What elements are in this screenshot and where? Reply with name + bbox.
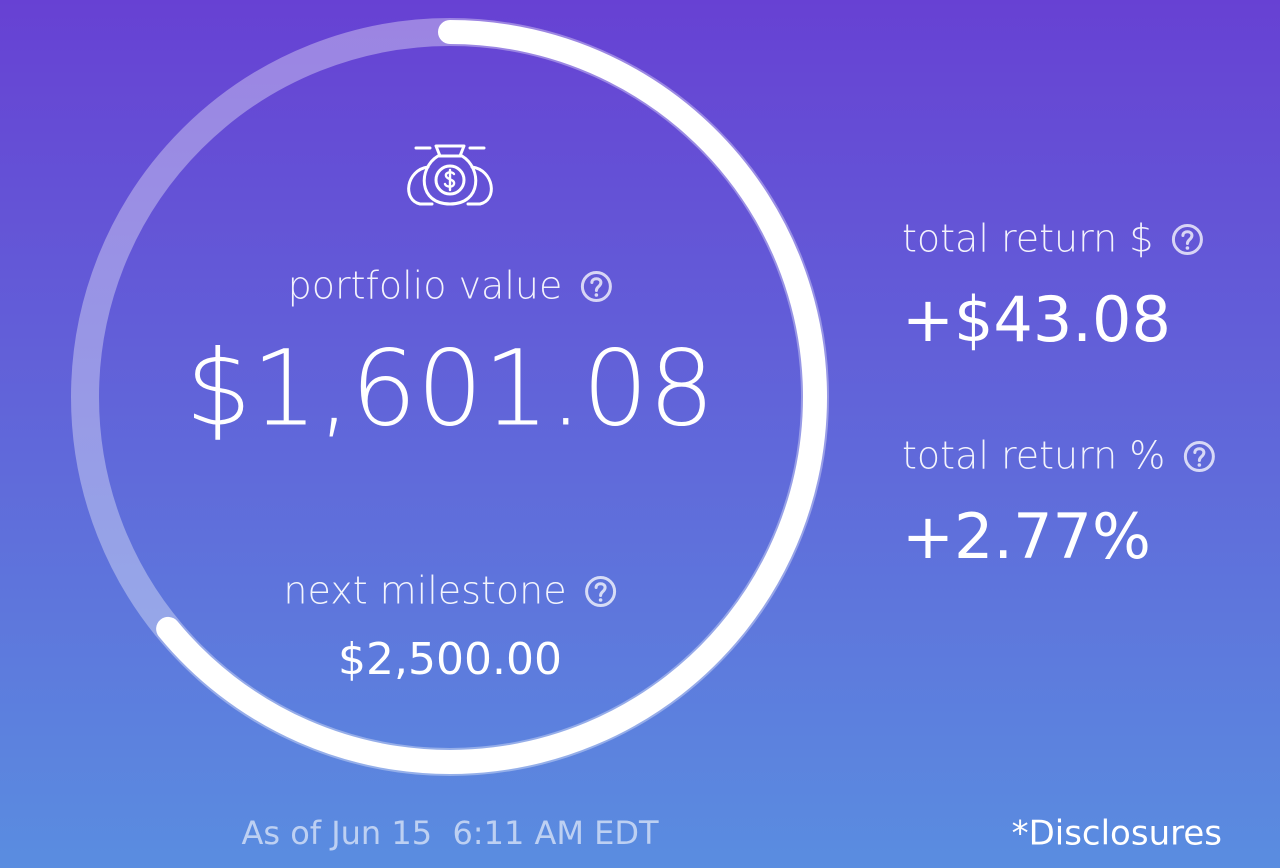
help-icon-dot bbox=[594, 293, 599, 297]
help-icon[interactable] bbox=[580, 271, 612, 302]
help-icon-glyph bbox=[590, 277, 603, 292]
disclosures-link[interactable]: *Disclosures bbox=[1012, 814, 1222, 854]
total-return-percent-value: +2.77% bbox=[902, 500, 1151, 573]
help-icon-glyph bbox=[1181, 230, 1194, 245]
help-icon-glyph bbox=[1193, 447, 1206, 462]
help-icon[interactable] bbox=[1171, 224, 1203, 255]
timestamp: As of Jun 15 6:11 AM EDT bbox=[241, 814, 659, 852]
help-icon[interactable] bbox=[585, 576, 617, 607]
help-icon-ring bbox=[585, 576, 617, 607]
help-icon-ring bbox=[1171, 224, 1203, 255]
money-bag-icon bbox=[407, 144, 493, 206]
help-icon-glyph bbox=[594, 582, 607, 597]
help-icon-dot bbox=[1197, 463, 1202, 467]
milestone-label: next milestone bbox=[283, 569, 566, 613]
total-return-amount-value: +$43.08 bbox=[902, 283, 1171, 356]
help-icon-ring bbox=[580, 271, 612, 302]
portfolio-label: portfolio value bbox=[288, 264, 563, 308]
total-return-percent-label: total return % bbox=[902, 434, 1165, 478]
progress-arc bbox=[156, 20, 827, 774]
help-icon-dot bbox=[1185, 246, 1190, 250]
portfolio-value: $1,601.08 bbox=[185, 327, 714, 449]
help-icon-ring bbox=[1183, 441, 1215, 472]
help-icon[interactable] bbox=[1183, 441, 1215, 472]
help-icon-dot bbox=[598, 598, 603, 602]
total-return-amount-label: total return $ bbox=[902, 217, 1153, 261]
milestone-value: $2,500.00 bbox=[338, 634, 562, 685]
